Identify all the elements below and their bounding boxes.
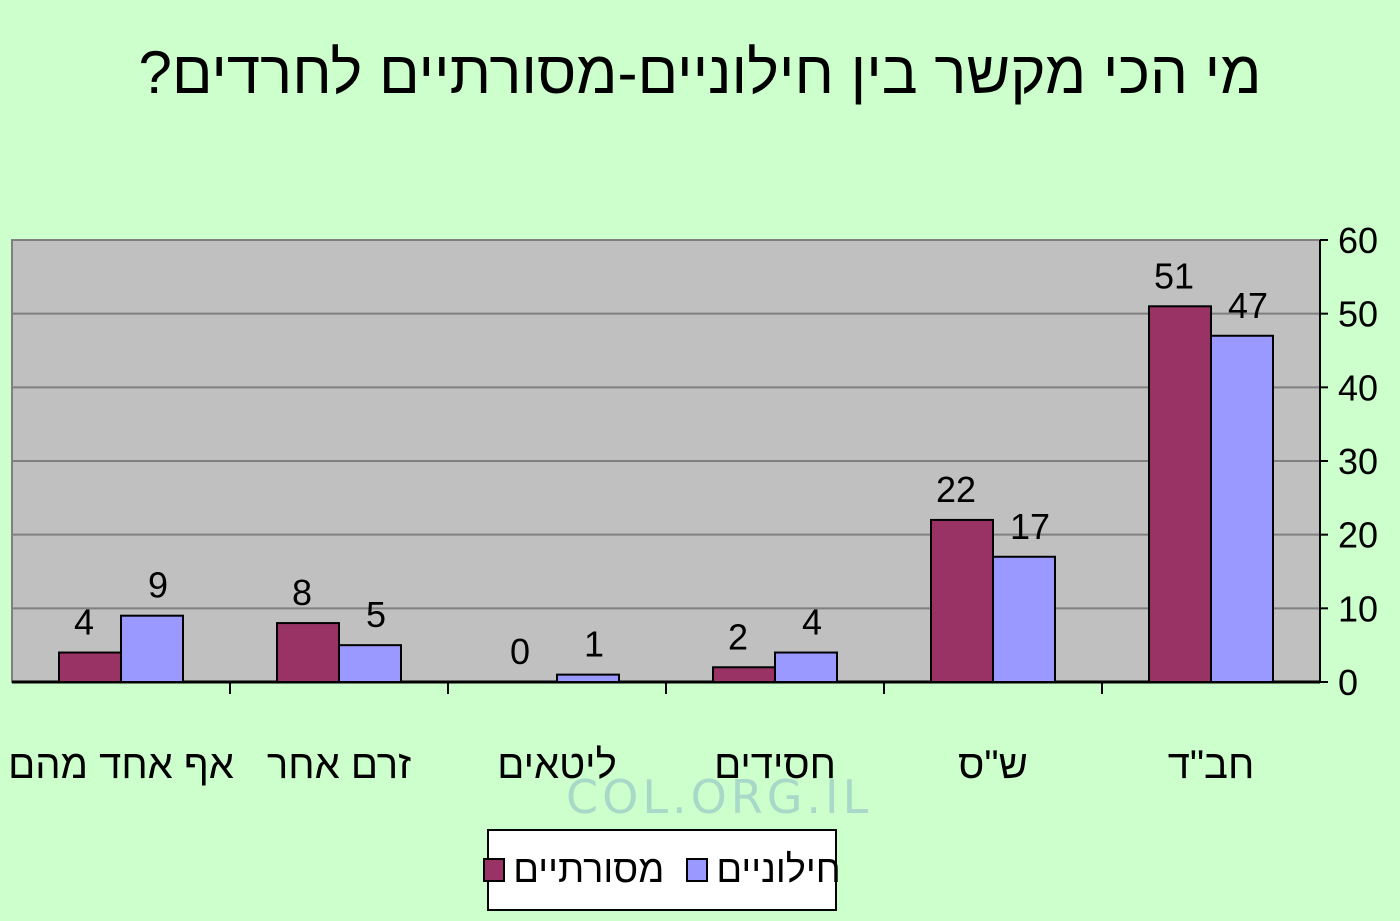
bar: [1148, 305, 1212, 683]
x-category-label: אף אחד מהם: [8, 743, 234, 787]
data-label: 8: [292, 572, 312, 613]
legend-swatch-secular: [686, 858, 709, 882]
chart-legend: מסורתיים חילוניים: [483, 829, 841, 911]
legend-entry-traditional: מסורתיים: [483, 849, 664, 892]
x-category-label: ליטאים: [497, 743, 617, 787]
data-label: 0: [510, 631, 530, 672]
bar: [276, 622, 340, 683]
bar: [338, 644, 402, 684]
bar: [1210, 334, 1274, 683]
data-label: 9: [148, 565, 168, 606]
legend-label-traditional: מסורתיים: [513, 848, 665, 891]
data-label: 47: [1228, 285, 1268, 326]
y-tick-label: 50: [1338, 294, 1378, 335]
x-category-label: חב"ד: [1168, 743, 1255, 787]
x-category-label: ש"ס: [958, 743, 1028, 787]
y-tick-label: 20: [1338, 515, 1378, 556]
bar: [556, 673, 620, 684]
data-label: 1: [584, 624, 604, 665]
bar: [774, 651, 838, 683]
x-category-label: זרם אחר: [267, 743, 411, 787]
y-tick-label: 40: [1338, 367, 1378, 408]
legend-entry-secular: חילוניים: [686, 848, 841, 892]
y-tick-label: 30: [1338, 441, 1378, 482]
bar: [712, 666, 776, 683]
watermark-text: COL.ORG.IL: [566, 770, 873, 824]
chart-title: מי הכי מקשר בין חילוניים-מסורתיים לחרדים…: [138, 39, 1262, 106]
legend-swatch-traditional: [483, 858, 506, 882]
bar: [120, 614, 184, 684]
x-category-label: חסידים: [714, 743, 836, 787]
data-label: 17: [1010, 506, 1050, 547]
y-tick-label: 10: [1338, 588, 1378, 629]
data-label: 5: [366, 594, 386, 635]
data-label: 4: [74, 602, 94, 643]
data-label: 22: [936, 469, 976, 510]
bar: [58, 651, 122, 683]
data-label: 2: [728, 616, 748, 657]
legend-label-secular: חילוניים: [716, 848, 841, 891]
bar: [930, 518, 994, 684]
y-tick-label: 0: [1338, 662, 1358, 703]
y-tick-label: 60: [1338, 220, 1378, 261]
bar: [992, 555, 1056, 683]
data-label: 51: [1154, 255, 1194, 296]
data-label: 4: [802, 602, 822, 643]
